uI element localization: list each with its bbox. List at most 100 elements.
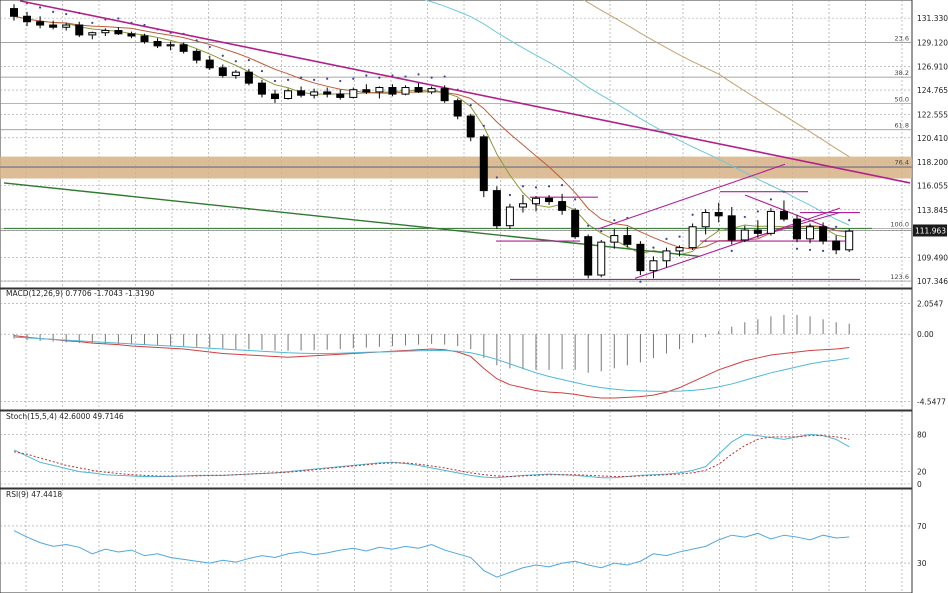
candle[interactable] [845, 228, 854, 253]
candle[interactable] [701, 209, 710, 235]
candle[interactable] [257, 79, 266, 98]
candle[interactable] [205, 55, 214, 70]
green-trendline [3, 182, 701, 258]
ma-long-line [583, 0, 850, 158]
candle[interactable] [388, 84, 397, 97]
candle[interactable] [466, 113, 475, 142]
candle[interactable] [636, 241, 645, 276]
sar-dot [756, 210, 759, 213]
channel-upper-line [597, 163, 786, 230]
candle-body-bear [492, 190, 501, 227]
candle-body-bear [714, 212, 723, 217]
candle[interactable] [753, 220, 762, 238]
candle[interactable] [545, 194, 554, 205]
candle[interactable] [492, 186, 501, 229]
candle[interactable] [349, 87, 358, 99]
candle-body-bull [688, 226, 697, 249]
sar-dot [378, 76, 381, 79]
candle[interactable] [36, 16, 45, 29]
candle[interactable] [793, 214, 801, 243]
candle[interactable] [218, 64, 227, 78]
candle-body-bull [284, 90, 293, 99]
fib-level-label: 123.6 [890, 273, 909, 281]
candle[interactable] [297, 86, 306, 98]
sar-dot [508, 193, 511, 197]
candle[interactable] [101, 28, 110, 36]
candle[interactable] [688, 223, 697, 250]
candle[interactable] [231, 69, 240, 79]
candle[interactable] [649, 256, 658, 279]
candle-body-bear [793, 218, 801, 240]
candle-body-bear [819, 226, 828, 242]
sar-dot [678, 235, 681, 238]
price-tick-label: 118.200 [917, 158, 948, 167]
candle[interactable] [166, 41, 175, 51]
channel-lower-line [634, 207, 841, 279]
candle[interactable] [179, 42, 188, 54]
candle[interactable] [505, 203, 514, 229]
candle-body-bear [571, 209, 580, 238]
candle[interactable] [271, 89, 279, 103]
candle[interactable] [623, 226, 632, 248]
candle[interactable] [401, 85, 410, 96]
candle[interactable] [532, 196, 540, 212]
candle[interactable] [832, 235, 841, 255]
candle[interactable] [10, 4, 18, 21]
candle[interactable] [714, 202, 723, 223]
candle[interactable] [75, 21, 84, 38]
sar-dot [404, 75, 407, 78]
candle[interactable] [819, 222, 828, 245]
candle[interactable] [310, 88, 319, 99]
candle[interactable] [571, 208, 580, 239]
candle[interactable] [362, 84, 371, 95]
candle[interactable] [597, 239, 606, 278]
candle[interactable] [244, 68, 253, 86]
sar-dot [365, 74, 368, 77]
candle[interactable] [662, 247, 671, 268]
candles-layer[interactable] [10, 4, 854, 279]
stoch-tick-label: 20 [917, 468, 927, 477]
candle[interactable] [375, 86, 384, 99]
candle[interactable] [740, 225, 749, 243]
candle[interactable] [114, 27, 123, 35]
candle[interactable] [427, 86, 436, 95]
candle[interactable] [284, 88, 293, 100]
candle[interactable] [192, 49, 201, 64]
candle-body-bear [636, 243, 645, 272]
candle-body-bear [414, 87, 423, 93]
candle[interactable] [127, 31, 136, 39]
candle[interactable] [440, 85, 449, 103]
candle[interactable] [88, 31, 97, 40]
candle-body-bear [297, 90, 306, 96]
candle[interactable] [153, 38, 162, 49]
candle[interactable] [336, 89, 345, 100]
price-tick-label: 116.055 [917, 182, 948, 191]
sub-panels-layer [13, 314, 850, 578]
candle-body-bear [114, 30, 123, 35]
sar-dot [482, 124, 485, 128]
sar-dot [534, 186, 538, 189]
sar-dot [234, 60, 237, 63]
candle[interactable] [518, 194, 527, 213]
candle[interactable] [23, 11, 32, 27]
candle[interactable] [766, 208, 775, 236]
candle[interactable] [727, 207, 736, 245]
sar-dot [639, 280, 642, 283]
candle[interactable] [62, 22, 71, 31]
candle[interactable] [323, 87, 332, 98]
candle-body-bear [10, 8, 18, 17]
candle[interactable] [558, 193, 567, 215]
candle[interactable] [140, 33, 149, 44]
candle[interactable] [453, 98, 462, 120]
candle[interactable] [675, 245, 684, 257]
sar-dot [430, 76, 433, 79]
candle[interactable] [779, 200, 788, 222]
candle[interactable] [414, 83, 423, 94]
candle[interactable] [479, 134, 488, 198]
candle[interactable] [806, 223, 815, 244]
candle-body-bull [597, 241, 606, 276]
current-price-label: 111.963 [915, 226, 946, 235]
candle[interactable] [49, 20, 58, 30]
candle[interactable] [610, 228, 619, 249]
candle[interactable] [584, 234, 593, 279]
